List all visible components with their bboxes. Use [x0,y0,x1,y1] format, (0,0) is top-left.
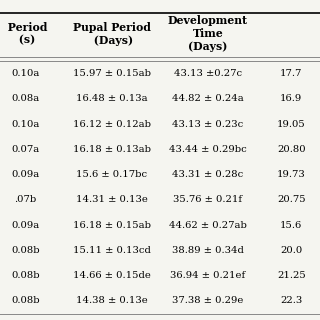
Text: 0.08b: 0.08b [11,271,40,280]
Text: 14.38 ± 0.13e: 14.38 ± 0.13e [76,296,148,306]
Text: 20.75: 20.75 [277,195,306,204]
Text: 19.73: 19.73 [277,170,306,179]
Text: Pupal Period
 (Days): Pupal Period (Days) [73,22,151,45]
Text: 43.31 ± 0.28c: 43.31 ± 0.28c [172,170,244,179]
Text: 15.11 ± 0.13cd: 15.11 ± 0.13cd [73,246,151,255]
Text: 22.3: 22.3 [280,296,302,306]
Text: 0.09a: 0.09a [12,170,40,179]
Text: 16.9: 16.9 [280,94,302,103]
Text: 15.97 ± 0.15ab: 15.97 ± 0.15ab [73,69,151,78]
Text: .07b: .07b [14,195,37,204]
Text: 0.10a: 0.10a [12,69,40,78]
Text: 0.10a: 0.10a [12,119,40,129]
Text: Development
Time
(Days): Development Time (Days) [168,15,248,52]
Text: 43.13 ±0.27c: 43.13 ±0.27c [174,69,242,78]
Text: 38.89 ± 0.34d: 38.89 ± 0.34d [172,246,244,255]
Text: 16.48 ± 0.13a: 16.48 ± 0.13a [76,94,148,103]
Text: 16.18 ± 0.15ab: 16.18 ± 0.15ab [73,220,151,230]
Text: 15.6 ± 0.17bc: 15.6 ± 0.17bc [76,170,148,179]
Text: 14.66 ± 0.15de: 14.66 ± 0.15de [73,271,151,280]
Text: 20.0: 20.0 [280,246,302,255]
Text: 0.08b: 0.08b [11,246,40,255]
Text: 0.07a: 0.07a [12,145,40,154]
Text: 43.44 ± 0.29bc: 43.44 ± 0.29bc [169,145,247,154]
Text: 16.18 ± 0.13ab: 16.18 ± 0.13ab [73,145,151,154]
Text: 19.05: 19.05 [277,119,306,129]
Text: 20.80: 20.80 [277,145,306,154]
Text: 0.08a: 0.08a [12,94,40,103]
Text: Period
 (s): Period (s) [4,22,47,45]
Text: 16.12 ± 0.12ab: 16.12 ± 0.12ab [73,119,151,129]
Text: 17.7: 17.7 [280,69,302,78]
Text: 14.31 ± 0.13e: 14.31 ± 0.13e [76,195,148,204]
Text: 21.25: 21.25 [277,271,306,280]
Text: 37.38 ± 0.29e: 37.38 ± 0.29e [172,296,244,306]
Text: 43.13 ± 0.23c: 43.13 ± 0.23c [172,119,244,129]
Text: 36.94 ± 0.21ef: 36.94 ± 0.21ef [170,271,246,280]
Text: 35.76 ± 0.21f: 35.76 ± 0.21f [173,195,243,204]
Text: 44.82 ± 0.24a: 44.82 ± 0.24a [172,94,244,103]
Text: 44.62 ± 0.27ab: 44.62 ± 0.27ab [169,220,247,230]
Text: 0.09a: 0.09a [12,220,40,230]
Text: 15.6: 15.6 [280,220,302,230]
Text: 0.08b: 0.08b [11,296,40,306]
